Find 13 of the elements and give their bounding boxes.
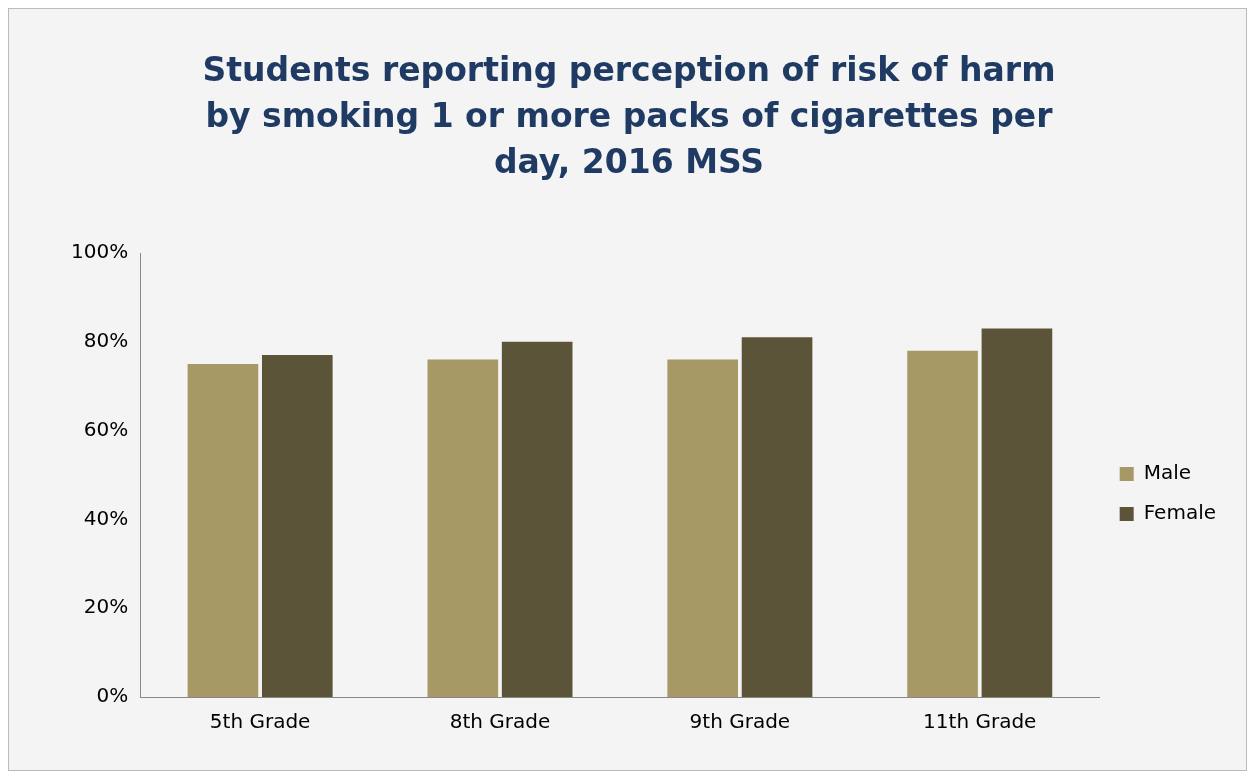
x-tick-label: 9th Grade: [689, 709, 791, 734]
chart-title: Students reporting perception of risk of harm by smoking 1 or more packs of cigarettes per day, 2016 MSS: [201, 49, 1057, 183]
y-tick-label: 60%: [83, 416, 129, 441]
x-tick-label: 5th Grade: [209, 709, 311, 734]
y-tick-label: 100%: [70, 239, 129, 264]
legend-label: Female: [1143, 500, 1217, 525]
y-tick-label: 40%: [83, 505, 129, 530]
x-tick-label: 11th Grade: [923, 709, 1037, 734]
y-tick-label: 80%: [83, 328, 129, 352]
legend-label: Male: [1143, 460, 1192, 485]
x-tick-label: 8th Grade: [449, 709, 551, 734]
y-tick-label: 20%: [83, 594, 129, 619]
y-tick-label: 0%: [96, 683, 129, 708]
